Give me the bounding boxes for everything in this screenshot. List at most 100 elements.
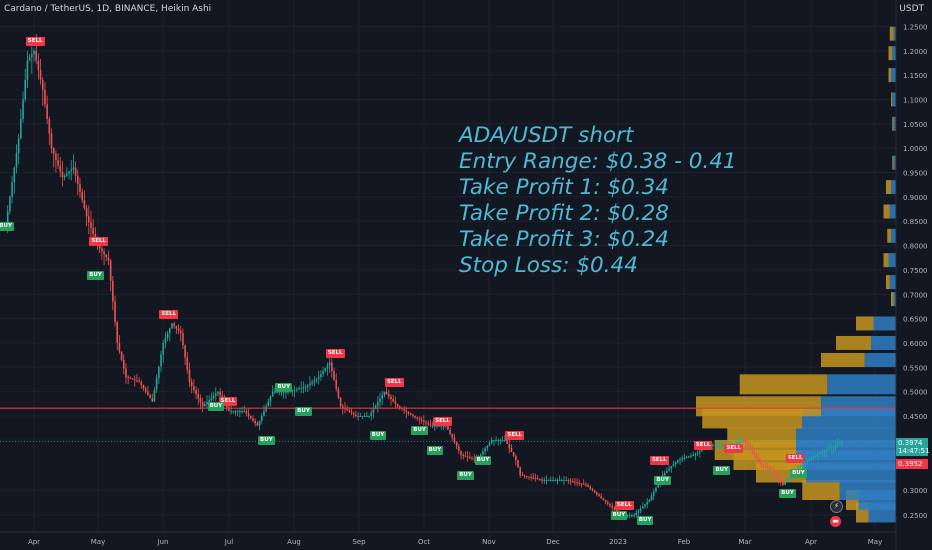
candle-body xyxy=(834,445,837,447)
candle-body xyxy=(151,398,154,402)
lightning-icon[interactable]: ⚡ xyxy=(830,500,843,513)
flag-icon[interactable]: ▬ xyxy=(830,516,841,527)
buy-signal: BUY xyxy=(713,466,731,475)
candle-body xyxy=(44,89,46,105)
candle-body xyxy=(392,398,394,402)
candle-body xyxy=(258,420,261,426)
candle-body xyxy=(753,452,756,456)
candle-body xyxy=(390,396,392,399)
candle-body xyxy=(788,477,791,480)
candle-body xyxy=(650,495,653,500)
time-tick-label: Jun xyxy=(157,538,169,546)
candle-body xyxy=(374,405,377,410)
candle-body xyxy=(440,425,443,427)
candle-body xyxy=(444,425,447,427)
candle-body xyxy=(394,401,397,404)
sell-signal: SELL xyxy=(325,348,345,358)
candle-body xyxy=(723,445,725,446)
candle-body xyxy=(83,200,86,209)
buy-signal: BUY xyxy=(295,407,312,417)
candle-body xyxy=(425,422,427,424)
candle-body xyxy=(168,328,171,334)
candle-body xyxy=(447,425,449,430)
candle-body xyxy=(173,323,175,326)
annotation-line: Take Profit 1: $0.34 xyxy=(459,175,669,200)
candle-body xyxy=(451,433,454,438)
candle-body xyxy=(357,416,359,417)
candle-body xyxy=(324,368,327,372)
candle-body xyxy=(815,455,817,457)
candle-body xyxy=(101,248,103,252)
candle-body xyxy=(239,411,241,413)
trade-annotation: ADA/USDT short Entry Range: $0.38 - 0.41… xyxy=(459,123,737,279)
time-tick-label: Nov xyxy=(482,538,496,546)
buy-signal: BUY xyxy=(610,511,628,520)
candle-body xyxy=(574,481,576,483)
volume-profile-bar-up xyxy=(892,46,896,61)
price-tick-label: 0.9000 xyxy=(903,194,928,202)
candle-body xyxy=(576,482,578,484)
candle-body xyxy=(138,381,140,383)
candle-body xyxy=(449,429,451,434)
candle-body xyxy=(698,451,701,453)
candle-body xyxy=(300,387,302,389)
candle-body xyxy=(206,402,208,405)
time-tick-label: Mar xyxy=(738,538,751,546)
candle-body xyxy=(208,399,210,403)
candle-body xyxy=(672,464,675,467)
candle-body xyxy=(775,473,778,476)
candle-body xyxy=(328,362,331,366)
volume-profile-bar-down xyxy=(887,228,891,243)
candle-body xyxy=(48,118,51,134)
sell-signal: SELL xyxy=(649,456,669,465)
candle-body xyxy=(747,443,749,447)
candle-body xyxy=(539,479,541,480)
candle-body xyxy=(823,450,826,452)
candle-body xyxy=(841,441,843,443)
candle-body xyxy=(396,403,399,407)
candle-body xyxy=(606,501,609,504)
price-tick-label: 1.0500 xyxy=(903,121,928,129)
time-tick-label: Aug xyxy=(287,538,301,546)
candle-body xyxy=(228,407,230,412)
candle-body xyxy=(381,395,384,399)
candle-body xyxy=(114,301,116,323)
candle-body xyxy=(578,482,581,484)
candle-body xyxy=(571,481,574,483)
sell-signal: SELL xyxy=(724,443,744,453)
candle-body xyxy=(547,480,550,481)
candle-body xyxy=(821,451,824,453)
candle-body xyxy=(471,457,473,459)
candle-body xyxy=(587,485,589,487)
candle-body xyxy=(458,446,460,451)
candle-body xyxy=(149,394,151,399)
candle-body xyxy=(250,416,252,419)
candle-body xyxy=(304,386,307,388)
candle-body xyxy=(171,323,173,329)
candle-body xyxy=(164,338,167,343)
candle-body xyxy=(276,391,278,393)
candle-body xyxy=(692,455,694,456)
candle-body xyxy=(120,351,123,360)
candle-body xyxy=(59,165,62,172)
candle-body xyxy=(644,504,646,507)
candle-body xyxy=(433,425,436,427)
candle-body xyxy=(639,508,642,511)
candle-body xyxy=(109,260,112,281)
candle-body xyxy=(628,515,631,516)
candle-body xyxy=(455,442,458,447)
candle-body xyxy=(68,171,70,174)
candle-body xyxy=(600,496,603,499)
candle-body xyxy=(280,391,283,393)
candle-body xyxy=(317,377,320,379)
candle-body xyxy=(760,461,762,465)
volume-profile-bar-down xyxy=(891,92,893,107)
candle-body xyxy=(333,371,335,380)
candle-body xyxy=(337,388,340,398)
candle-body xyxy=(52,148,55,154)
candle-body xyxy=(103,251,105,255)
candle-body xyxy=(460,450,462,455)
candle-body xyxy=(501,440,504,441)
candle-body xyxy=(464,455,467,457)
